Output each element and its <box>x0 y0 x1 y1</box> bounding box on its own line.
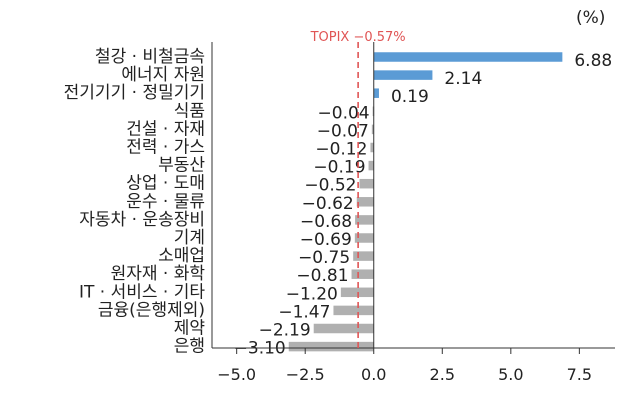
bar-15 <box>333 305 374 316</box>
category-label-10: 자동차 · 운송장비 <box>79 210 205 230</box>
x-tick-label-1: −5.0 <box>217 365 256 384</box>
reference-line-group: TOPIX −0.57% <box>310 30 406 352</box>
value-label-5: −0.07 <box>317 121 369 141</box>
category-label-3: 전기기기 · 정밀기기 <box>64 83 205 103</box>
value-label-7: −0.19 <box>313 158 365 178</box>
bar-7 <box>368 160 374 171</box>
bar-6 <box>370 142 374 153</box>
category-label-9: 운수 · 물류 <box>126 192 205 212</box>
bars-group <box>288 52 563 352</box>
value-label-9: −0.62 <box>302 194 354 214</box>
category-label-17: 은행 <box>174 337 205 357</box>
x-tick-label-2: −2.5 <box>286 365 325 384</box>
category-label-12: 소매업 <box>158 246 205 266</box>
bar-1 <box>373 52 563 62</box>
value-label-4: −0.04 <box>318 103 370 123</box>
value-label-17: −3.10 <box>234 339 286 359</box>
x-tick-label-4: 2.5 <box>430 365 455 384</box>
x-tick-label-6: 7.5 <box>567 365 592 384</box>
bar-17 <box>288 341 374 352</box>
value-label-1: 6.88 <box>574 51 612 71</box>
value-label-13: −0.81 <box>296 266 348 286</box>
value-label-3: 0.19 <box>391 87 429 107</box>
category-label-14: IT · 서비스 · 기타 <box>79 282 205 302</box>
bar-8 <box>359 178 374 189</box>
value-label-14: −1.20 <box>286 284 338 304</box>
x-tick-label-3: 0.0 <box>361 365 386 384</box>
bar-2 <box>373 70 433 80</box>
value-label-11: −0.69 <box>300 230 352 250</box>
x-tick-label-5: 5.0 <box>498 365 523 384</box>
value-label-6: −0.12 <box>315 140 367 160</box>
category-label-13: 원자재 · 화학 <box>111 264 206 284</box>
unit-label: (%) <box>576 8 606 28</box>
category-label-8: 상업 · 도매 <box>126 174 205 194</box>
category-label-2: 에너지 자원 <box>121 65 205 85</box>
category-label-15: 금융(은행제외) <box>98 300 205 320</box>
category-label-11: 기계 <box>174 228 205 248</box>
value-label-16: −2.19 <box>259 321 311 341</box>
value-label-2: 2.14 <box>444 69 482 89</box>
bar-3 <box>373 88 379 98</box>
value-label-10: −0.68 <box>300 212 352 232</box>
bar-9 <box>356 197 374 207</box>
category-label-5: 건설 · 자재 <box>126 119 205 139</box>
bar-12 <box>353 251 374 261</box>
value-label-12: −0.75 <box>298 248 350 268</box>
value-label-8: −0.52 <box>304 176 356 196</box>
category-label-7: 부동산 <box>158 156 205 176</box>
bar-16 <box>313 323 374 334</box>
category-label-6: 전력 · 가스 <box>126 138 205 158</box>
x-axis: −5.0 −2.5 0.0 2.5 5.0 7.5 <box>211 42 615 384</box>
bar-10 <box>355 215 374 225</box>
bar-11 <box>354 233 374 243</box>
topix-reference-label: TOPIX −0.57% <box>310 30 406 45</box>
value-labels-group: 6.882.140.19−0.04−0.07−0.12−0.19−0.52−0.… <box>234 51 613 359</box>
category-label-1: 철강 · 비철금속 <box>95 47 205 67</box>
category-label-4: 식품 <box>174 101 205 121</box>
value-label-15: −1.47 <box>278 302 330 322</box>
bar-13 <box>351 269 374 279</box>
bar-14 <box>340 287 374 298</box>
category-label-16: 제약 <box>174 319 205 339</box>
bar-5 <box>371 124 374 135</box>
